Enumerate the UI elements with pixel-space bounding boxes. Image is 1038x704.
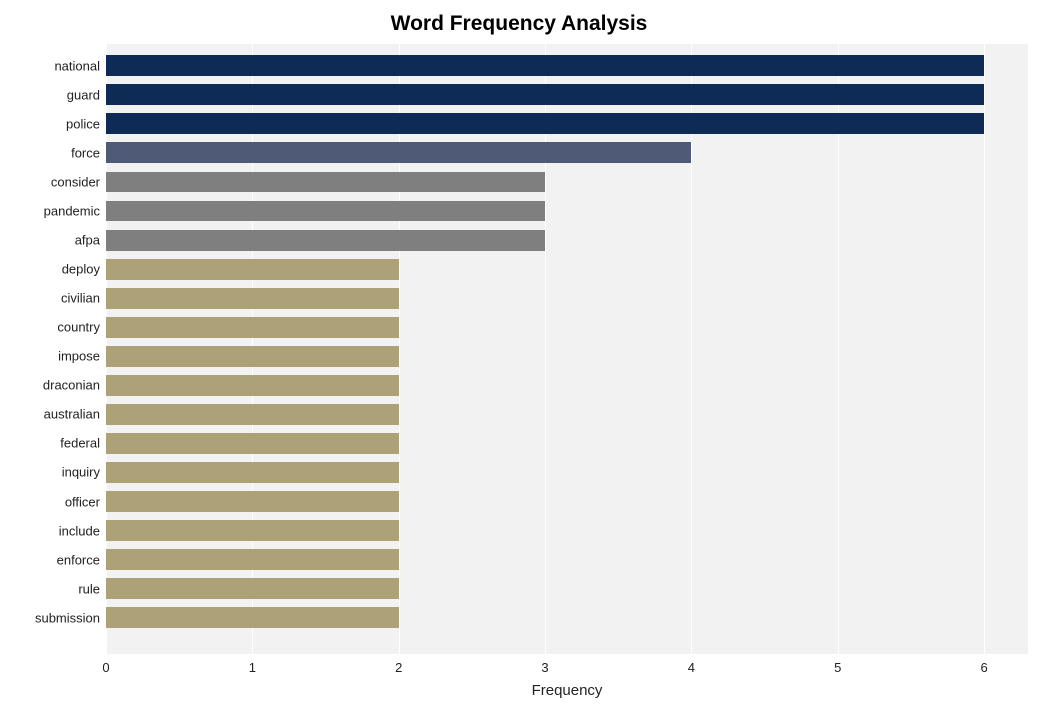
- grid-line: [691, 44, 692, 654]
- x-tick-label: 6: [980, 660, 987, 675]
- x-tick-label: 2: [395, 660, 402, 675]
- y-tick-label: country: [57, 320, 100, 335]
- bar: [106, 84, 984, 105]
- y-tick-label: federal: [60, 436, 100, 451]
- bar: [106, 259, 399, 280]
- bar: [106, 142, 691, 163]
- y-tick-label: impose: [58, 349, 100, 364]
- y-tick-label: inquiry: [62, 465, 100, 480]
- bar: [106, 375, 399, 396]
- y-tick-label: consider: [51, 174, 100, 189]
- bar: [106, 317, 399, 338]
- word-frequency-chart: Word Frequency Analysis national guard pol…: [0, 0, 1038, 701]
- y-tick-label: officer: [65, 494, 100, 509]
- grid-line: [838, 44, 839, 654]
- x-axis-label: Frequency: [532, 682, 603, 699]
- y-tick-label: force: [71, 145, 100, 160]
- bar: [106, 113, 984, 134]
- y-tick-label: national: [54, 58, 100, 73]
- y-tick-label: afpa: [75, 233, 100, 248]
- y-tick-label: pandemic: [44, 204, 100, 219]
- y-tick-label: draconian: [43, 378, 100, 393]
- bar: [106, 404, 399, 425]
- bar: [106, 230, 545, 251]
- bar: [106, 607, 399, 628]
- bar: [106, 520, 399, 541]
- bar: [106, 491, 399, 512]
- bar: [106, 549, 399, 570]
- y-tick-label: deploy: [62, 262, 100, 277]
- grid-line: [545, 44, 546, 654]
- y-tick-label: submission: [35, 610, 100, 625]
- bar: [106, 462, 399, 483]
- x-tick-label: 1: [249, 660, 256, 675]
- y-tick-label: police: [66, 116, 100, 131]
- x-tick-label: 0: [102, 660, 109, 675]
- bar: [106, 172, 545, 193]
- plot-area-wrapper: national guard police force consider pandemic…: [10, 44, 1028, 654]
- plot-area: [106, 44, 1028, 654]
- chart-title: Word Frequency Analysis: [10, 12, 1028, 36]
- y-tick-label: guard: [67, 87, 100, 102]
- bar: [106, 433, 399, 454]
- y-tick-label: civilian: [61, 291, 100, 306]
- bar: [106, 578, 399, 599]
- x-tick-label: 3: [541, 660, 548, 675]
- y-axis: national guard police force consider pandemic…: [10, 44, 106, 654]
- bar: [106, 346, 399, 367]
- x-tick-label: 4: [688, 660, 695, 675]
- y-tick-label: rule: [78, 581, 100, 596]
- bar: [106, 55, 984, 76]
- y-tick-label: include: [59, 523, 100, 538]
- x-axis: Frequency 0123456: [106, 654, 1028, 704]
- bar: [106, 288, 399, 309]
- x-tick-label: 5: [834, 660, 841, 675]
- bar: [106, 201, 545, 222]
- y-tick-label: australian: [44, 407, 100, 422]
- grid-line: [399, 44, 400, 654]
- grid-line: [984, 44, 985, 654]
- y-tick-label: enforce: [57, 552, 100, 567]
